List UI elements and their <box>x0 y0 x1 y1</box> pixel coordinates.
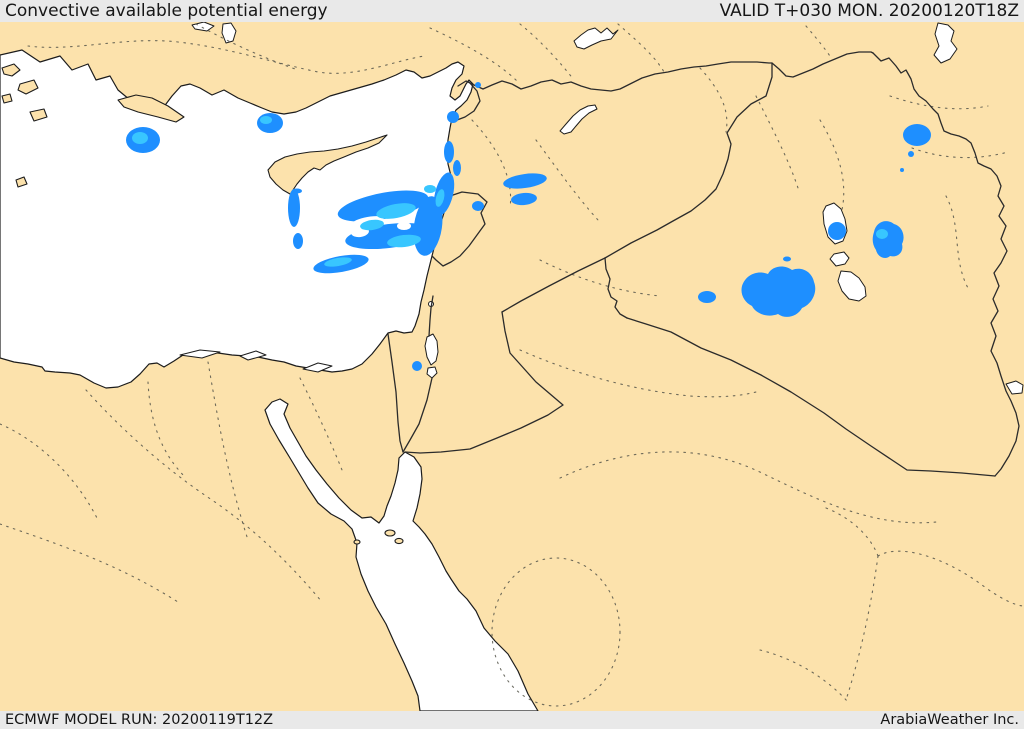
israel-egypt-border <box>387 333 404 453</box>
jordan-saudi-border <box>404 311 564 454</box>
lake-habbaniyah <box>829 251 850 267</box>
lake-assad <box>559 104 598 135</box>
dead-sea-south <box>426 366 438 379</box>
brand-label: ArabiaWeather Inc. <box>880 711 1019 728</box>
lake-egirdir <box>221 22 237 44</box>
hatay-border <box>456 81 481 121</box>
small-island <box>394 537 404 545</box>
lake-beysehir <box>191 21 215 32</box>
nile-delta-lagoons <box>179 349 333 373</box>
euphrates-reservoir <box>573 27 619 50</box>
lebanon-border <box>431 191 488 267</box>
cape-high-patches <box>132 116 888 267</box>
aegean-islands <box>1 63 185 188</box>
iran-border <box>872 52 1020 477</box>
red-sea <box>264 398 539 712</box>
mediterranean-sea <box>0 49 474 389</box>
lake-urmia <box>933 22 958 64</box>
syria-iraq-border <box>604 62 773 259</box>
footer-bar: ECMWF MODEL RUN: 20200119T12Z ArabiaWeat… <box>0 711 1024 729</box>
edge-lake <box>1005 380 1024 395</box>
jordan-iraq-border <box>604 257 628 319</box>
syria-jordan-border <box>501 257 606 313</box>
turkey-border <box>457 51 874 92</box>
page-title: Convective available potential energy <box>5 0 328 21</box>
country-borders <box>387 51 1020 477</box>
lake-razzaza <box>837 270 867 302</box>
israel-jordan-border <box>402 377 433 453</box>
iraq-saudi-border <box>626 317 996 477</box>
dead-sea <box>424 333 439 366</box>
lake-bardawil <box>302 362 333 373</box>
admin-boundaries <box>0 23 1024 707</box>
jordan-river-line <box>428 295 434 337</box>
header-bar: Convective available potential energy VA… <box>0 0 1024 22</box>
model-run-label: ECMWF MODEL RUN: 20200119T12Z <box>5 711 274 728</box>
valid-time-label: VALID T+030 MON. 20200120T18Z <box>719 0 1019 21</box>
tiran-island <box>384 529 396 537</box>
small-island <box>353 539 361 545</box>
